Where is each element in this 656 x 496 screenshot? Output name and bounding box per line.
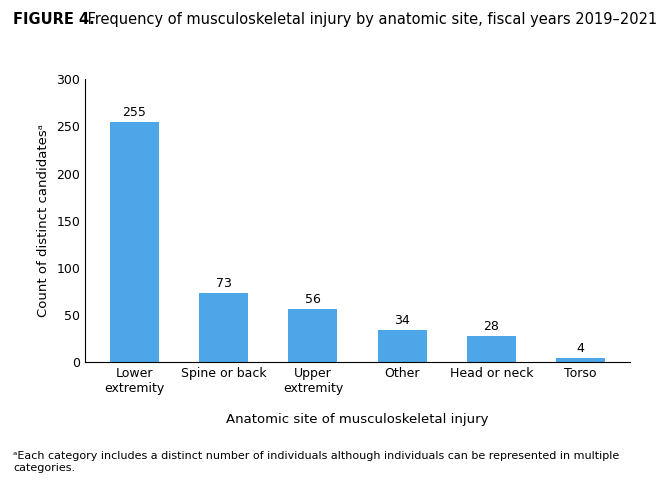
Text: ᵃEach category includes a distinct number of individuals although individuals ca: ᵃEach category includes a distinct numbe… [13,451,619,473]
Y-axis label: Count of distinct candidatesᵃ: Count of distinct candidatesᵃ [37,124,50,317]
Bar [199,293,248,362]
Text: FIGURE 4.: FIGURE 4. [13,12,95,27]
Text: Anatomic site of musculoskeletal injury: Anatomic site of musculoskeletal injury [226,413,489,426]
Bar [289,310,337,362]
Text: 56: 56 [305,294,321,307]
Text: 28: 28 [483,320,499,333]
Bar [556,358,605,362]
Text: Frequency of musculoskeletal injury by anatomic site, fiscal years 2019–2021: Frequency of musculoskeletal injury by a… [83,12,656,27]
Bar [378,330,426,362]
Text: 255: 255 [123,106,146,119]
Bar [467,336,516,362]
Bar [110,122,159,362]
Text: 73: 73 [216,277,232,291]
Text: 34: 34 [394,314,410,327]
Text: 4: 4 [577,342,584,356]
